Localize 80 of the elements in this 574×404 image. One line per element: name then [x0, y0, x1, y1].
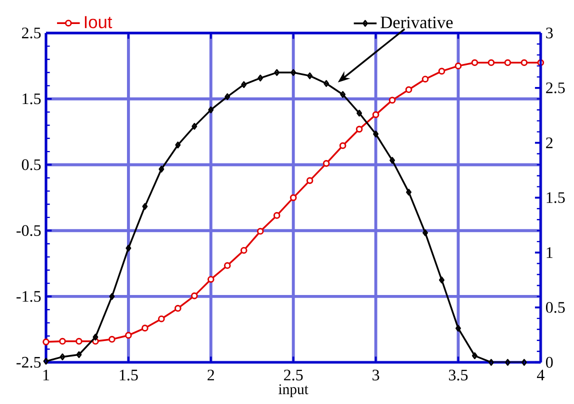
- point: [108, 336, 116, 343]
- point: [224, 93, 230, 100]
- point: [390, 156, 396, 164]
- x-tick-label: 1.5: [120, 370, 138, 381]
- point: [258, 74, 264, 82]
- x-tick-label: 3: [372, 370, 380, 380]
- point: [356, 110, 362, 117]
- point: [158, 166, 164, 173]
- point: [438, 68, 446, 75]
- point: [142, 203, 148, 210]
- point: [109, 293, 115, 300]
- y2-tick-label: 1.5: [546, 192, 565, 204]
- y-tick-label: 2.5: [22, 28, 41, 38]
- point: [306, 177, 314, 184]
- y2-tick-label: 0.5: [546, 302, 565, 313]
- point: [290, 194, 297, 202]
- point: [174, 304, 182, 312]
- point: [422, 76, 429, 83]
- point: [471, 59, 478, 66]
- point: [224, 262, 231, 269]
- x-tick-label: 1: [43, 370, 50, 380]
- x-axis-title: input: [278, 384, 308, 398]
- point: [504, 59, 512, 66]
- point: [158, 315, 165, 322]
- x-tick-label: 3.5: [449, 370, 468, 381]
- point: [192, 122, 198, 130]
- point: [455, 324, 461, 332]
- point: [339, 142, 346, 150]
- y-tick-label: -2.5: [16, 356, 41, 368]
- y2-tick-label: 2: [546, 137, 552, 148]
- y2-tick-label: 1: [546, 247, 552, 258]
- y2-tick-label: 3: [546, 28, 553, 38]
- point: [60, 353, 66, 360]
- point: [488, 59, 495, 66]
- y-tick-label: 1.5: [22, 93, 41, 104]
- point: [307, 72, 313, 80]
- point: [372, 111, 380, 118]
- x-tick-label: 2: [208, 370, 214, 380]
- point: [488, 358, 494, 366]
- point: [324, 80, 330, 87]
- x-tick-label: 4: [536, 370, 544, 380]
- point: [207, 276, 214, 283]
- legend-label: Iout: [84, 16, 112, 28]
- point: [92, 334, 98, 340]
- y-tick-label: -0.5: [16, 225, 41, 236]
- point: [274, 69, 280, 76]
- point: [142, 324, 148, 332]
- y2-tick-label: 0: [546, 356, 553, 368]
- point: [273, 212, 280, 219]
- point: [520, 59, 528, 66]
- y-tick-label: -1.5: [16, 291, 41, 302]
- point: [256, 228, 264, 235]
- point: [125, 332, 132, 339]
- point: [208, 106, 214, 114]
- point: [356, 126, 363, 133]
- point: [59, 338, 66, 345]
- point: [76, 351, 82, 358]
- point: [406, 188, 412, 196]
- point: [191, 292, 198, 300]
- legend-label: Derivative: [380, 16, 453, 28]
- point: [290, 69, 296, 76]
- point: [422, 229, 428, 236]
- point: [322, 160, 330, 167]
- point: [42, 338, 50, 346]
- y-tick-label: 0.5: [22, 159, 41, 170]
- point: [76, 338, 82, 345]
- point: [405, 86, 412, 94]
- point: [175, 142, 181, 148]
- point: [472, 352, 478, 360]
- point: [126, 244, 132, 252]
- x-tick-label: 2.5: [284, 370, 303, 381]
- point: [340, 91, 346, 98]
- point: [454, 62, 462, 70]
- point: [240, 246, 248, 254]
- point: [373, 130, 379, 138]
- point: [439, 276, 444, 284]
- point: [241, 81, 247, 88]
- y2-tick-label: 2.5: [546, 82, 565, 94]
- point: [504, 358, 510, 366]
- point: [388, 96, 396, 104]
